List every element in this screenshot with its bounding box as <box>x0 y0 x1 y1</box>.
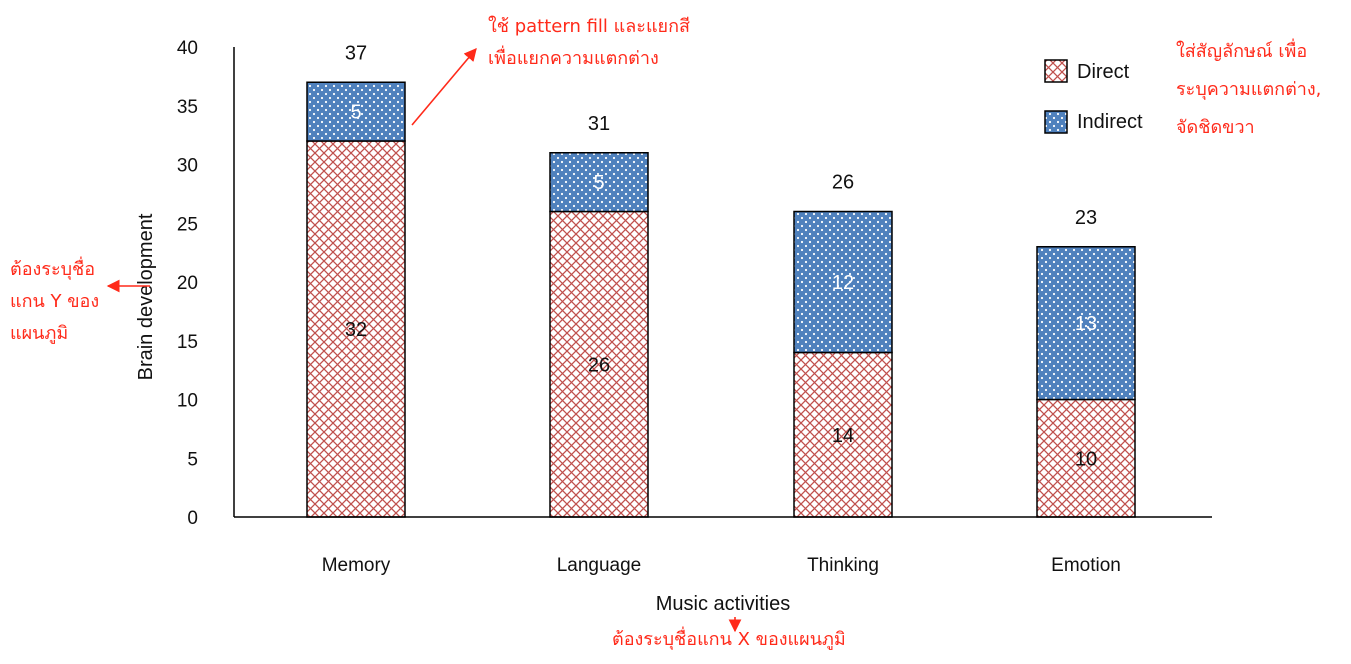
bar-segment-direct <box>793 351 893 518</box>
y-tick-label: 30 <box>177 156 198 177</box>
pattern-note-line-2: เพื่อแยกความแตกต่าง <box>488 48 659 69</box>
legend-label-direct: Direct <box>1077 61 1130 83</box>
y-tick-label: 5 <box>187 449 198 470</box>
bar-segment-indirect <box>306 81 406 142</box>
legend: Direct Indirect <box>1044 59 1143 134</box>
y-tick-label: 10 <box>177 391 198 412</box>
data-label-direct: 32 <box>345 319 367 341</box>
data-label-indirect: 5 <box>593 172 604 194</box>
y-tick-label: 0 <box>187 508 198 529</box>
x-axis-note: ต้องระบุชื่อแกน X ของแผนภูมิ <box>612 624 846 656</box>
bar-total-label: 31 <box>588 113 610 135</box>
bar-total-label: 26 <box>832 172 854 194</box>
pattern-note-arrow <box>411 48 477 126</box>
x-tick-label: Memory <box>322 555 391 576</box>
data-label-direct: 26 <box>588 354 610 376</box>
y-axis-note-line-2: แกน Y ของ <box>10 291 100 312</box>
x-tick-label: Thinking <box>807 555 879 576</box>
pattern-fill-note: ใช้ pattern fill และแยกสี เพื่อแยกความแต… <box>488 11 690 75</box>
y-tick-label: 35 <box>177 97 198 118</box>
x-axis-note-line: ต้องระบุชื่อแกน X ของแผนภูมิ <box>612 629 846 650</box>
pattern-note-line-1: ใช้ pattern fill และแยกสี <box>488 16 690 37</box>
bar-total-label: 37 <box>345 42 367 64</box>
legend-label-indirect: Indirect <box>1077 111 1143 133</box>
legend-note-line-1: ใส่สัญลักษณ์ เพื่อ <box>1176 41 1308 62</box>
y-axis-note-line-3: แผนภูมิ <box>10 323 69 344</box>
y-tick-label: 15 <box>177 332 198 353</box>
bar-segment-indirect <box>793 210 893 354</box>
y-tick-label: 40 <box>177 38 198 59</box>
y-axis-note-line-1: ต้องระบุชื่อ <box>10 259 96 280</box>
annotation-arrows <box>106 48 742 633</box>
y-axis-title: Brain development <box>135 213 157 380</box>
legend-note: ใส่สัญลักษณ์ เพื่อ ระบุความแตกต่าง, จัดช… <box>1176 33 1321 147</box>
x-axis-ticks: Memory Language Thinking Emotion <box>322 555 1121 576</box>
data-label-indirect: 5 <box>350 102 361 124</box>
bar-segment-indirect <box>549 152 649 213</box>
legend-note-line-3: จัดชิดขวา <box>1176 117 1255 138</box>
data-label-indirect: 12 <box>832 272 854 294</box>
x-tick-label: Language <box>557 555 642 576</box>
y-axis-note: ต้องระบุชื่อ แกน Y ของ แผนภูมิ <box>10 254 99 350</box>
legend-note-line-2: ระบุความแตกต่าง, <box>1176 79 1322 100</box>
x-axis-title: Music activities <box>656 593 790 615</box>
bars: 32 5 37 26 5 31 14 12 26 10 13 23 <box>306 42 1136 518</box>
data-label-direct: 14 <box>832 425 854 447</box>
data-label-indirect: 13 <box>1075 313 1097 335</box>
y-tick-label: 25 <box>177 214 198 235</box>
data-label-direct: 10 <box>1075 448 1097 470</box>
x-tick-label: Emotion <box>1051 555 1121 576</box>
axes <box>233 47 1212 518</box>
bar-total-label: 23 <box>1075 207 1097 229</box>
bar-segment-indirect <box>1036 246 1136 401</box>
legend-swatch-direct <box>1044 59 1068 83</box>
legend-swatch-indirect <box>1044 110 1068 134</box>
y-axis-ticks: 0 5 10 15 20 25 30 35 40 <box>177 38 198 529</box>
y-tick-label: 20 <box>177 273 198 294</box>
bar-segment-direct <box>306 140 406 518</box>
